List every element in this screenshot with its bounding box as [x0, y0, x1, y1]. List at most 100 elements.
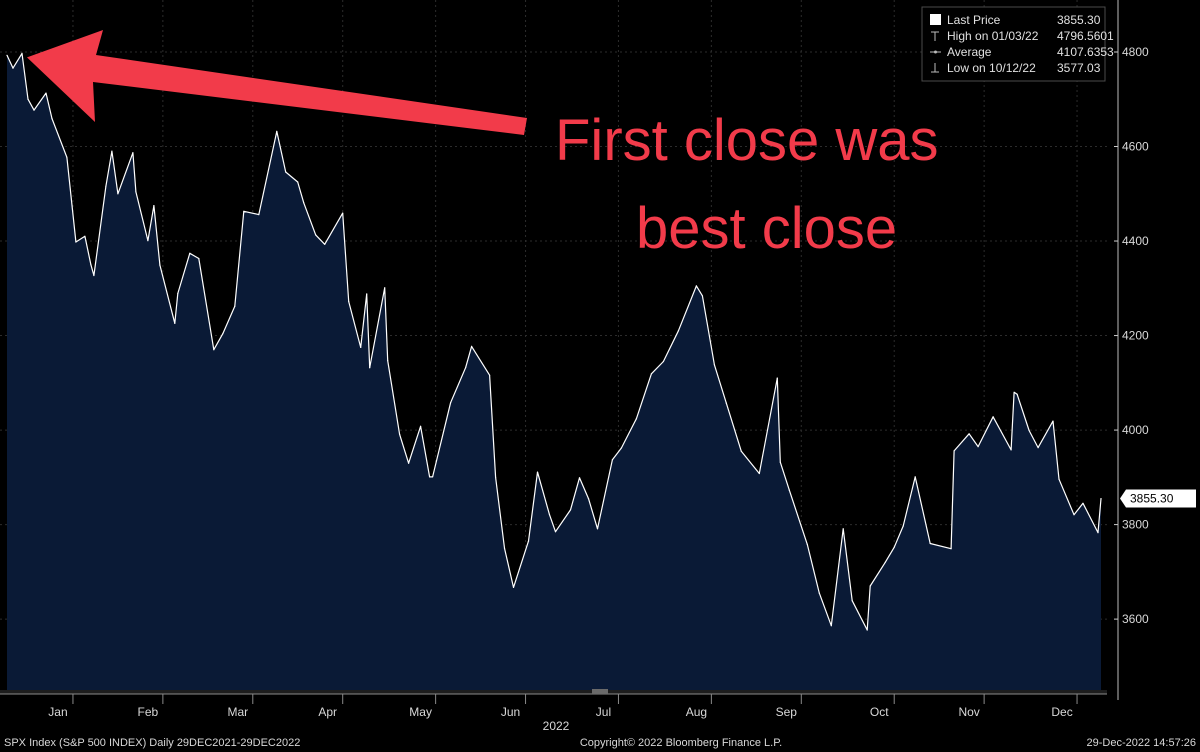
price-point	[51, 118, 53, 120]
annotation-arrow	[26, 30, 527, 135]
price-point	[6, 54, 8, 56]
price-point	[135, 191, 137, 193]
price-point	[620, 447, 623, 449]
price-point	[701, 295, 704, 297]
price-point	[93, 274, 95, 277]
price-point	[512, 586, 515, 589]
price-point	[111, 150, 113, 152]
price-point	[695, 285, 698, 287]
x-tick-label: Nov	[958, 705, 979, 719]
y-tick-label: 4400	[1122, 234, 1149, 248]
legend-value: 4796.5601	[1057, 29, 1114, 43]
x-axis-bar	[0, 690, 1107, 694]
legend: Last Price 3855.30 High on 01/03/22 4796.56…	[921, 6, 1114, 82]
x-tick-label: Jan	[48, 705, 67, 719]
price-point	[1016, 393, 1018, 395]
price-point	[842, 528, 844, 530]
y-tick-label: 4800	[1122, 45, 1149, 59]
price-point	[1037, 447, 1039, 449]
price-point	[902, 525, 904, 527]
last-price-tag: 3855.30	[1120, 489, 1196, 508]
price-point	[776, 377, 778, 379]
price-point	[851, 600, 853, 602]
price-point	[677, 330, 680, 332]
price-point	[788, 489, 790, 491]
price-point	[105, 185, 107, 187]
price-point	[450, 402, 452, 404]
price-point	[587, 498, 590, 500]
legend-label: High on 01/03/22	[947, 29, 1039, 43]
price-point	[399, 433, 401, 435]
price-point	[635, 418, 638, 420]
price-point	[489, 374, 491, 376]
legend-marker-square	[930, 14, 941, 25]
price-point	[662, 360, 665, 363]
x-tick-label: Sep	[776, 705, 798, 719]
price-point	[884, 561, 886, 564]
legend-marker-high	[931, 31, 939, 41]
price-point	[471, 345, 473, 347]
y-tick-label: 3800	[1122, 518, 1149, 532]
price-point	[297, 181, 299, 183]
price-point	[324, 243, 326, 245]
price-point	[147, 240, 149, 242]
y-tick-label: 4200	[1122, 329, 1149, 343]
price-point	[725, 402, 727, 404]
price-point	[1013, 391, 1015, 393]
legend-marker-average-dot	[934, 50, 937, 54]
price-point	[806, 543, 808, 546]
legend-marker-low	[931, 63, 939, 73]
scroll-handle	[592, 689, 608, 694]
price-point	[569, 509, 572, 511]
price-point	[465, 367, 467, 369]
price-point	[387, 360, 389, 362]
price-point	[953, 450, 955, 452]
legend-label: Low on 10/12/22	[947, 61, 1036, 75]
price-point	[315, 234, 317, 236]
price-point	[66, 156, 68, 158]
price-point	[159, 264, 161, 266]
price-point	[21, 52, 23, 55]
x-tick-label: Aug	[686, 705, 707, 719]
price-point	[12, 67, 14, 69]
price-point	[536, 471, 539, 473]
price-point	[977, 446, 979, 448]
x-tick-label: Feb	[138, 705, 159, 719]
price-point	[174, 322, 176, 324]
price-point	[527, 540, 530, 542]
price-point	[348, 300, 350, 303]
price-point	[1010, 449, 1012, 451]
price-point	[303, 202, 305, 204]
price-area-fill	[7, 53, 1101, 690]
price-point	[153, 205, 155, 207]
price-point	[75, 241, 77, 243]
legend-value: 3855.30	[1057, 13, 1101, 27]
last-price-tag-bg	[1120, 489, 1196, 508]
price-point	[45, 92, 47, 94]
price-point	[596, 528, 599, 530]
price-point	[429, 476, 431, 478]
price-point	[650, 373, 653, 375]
price-point	[554, 531, 557, 533]
legend-value: 3577.03	[1057, 61, 1101, 75]
price-point	[84, 235, 86, 237]
price-point	[1082, 502, 1084, 504]
price-point	[1100, 498, 1102, 500]
footer: SPX Index (S&P 500 INDEX) Daily 29DEC202…	[4, 737, 1196, 749]
price-point	[90, 264, 92, 266]
price-point	[992, 416, 994, 418]
y-tick-label: 4000	[1122, 423, 1149, 437]
price-point	[1028, 429, 1030, 432]
x-tick-label: May	[409, 705, 432, 719]
price-point	[369, 367, 371, 369]
price-point	[33, 109, 35, 111]
annotation-text-line: First close was	[555, 108, 939, 173]
price-point	[213, 349, 215, 351]
y-tick-label: 3600	[1122, 612, 1149, 626]
price-point	[342, 212, 344, 214]
price-point	[117, 193, 119, 195]
price-point	[893, 546, 895, 548]
last-price-tag-label: 3855.30	[1130, 491, 1174, 505]
price-point	[189, 252, 191, 254]
